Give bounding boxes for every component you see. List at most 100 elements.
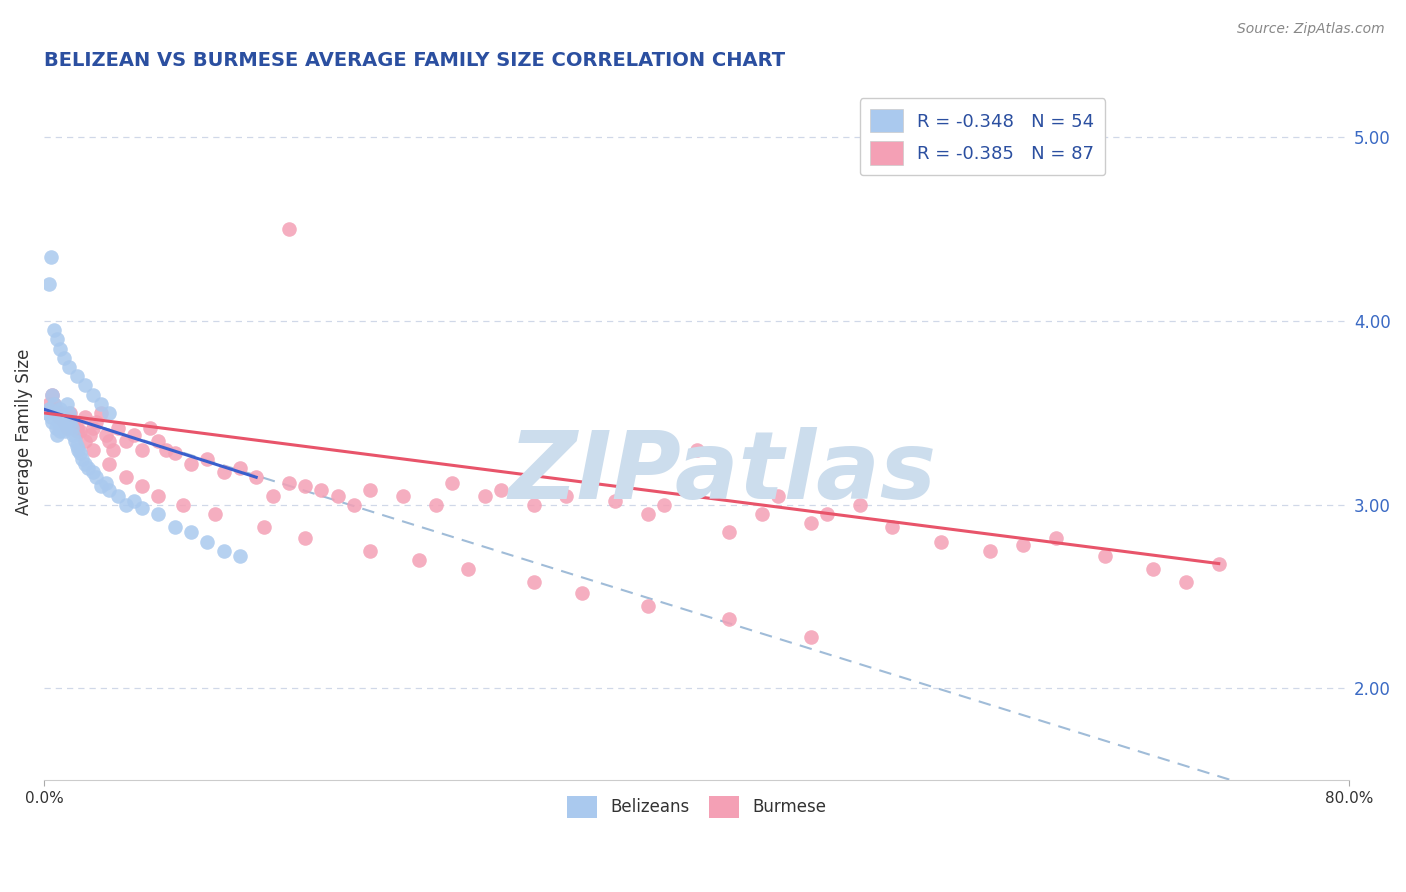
Point <box>49 425 72 439</box>
Point <box>62 428 84 442</box>
Point <box>603 494 626 508</box>
Point <box>44 406 66 420</box>
Point <box>262 489 284 503</box>
Point <box>245 470 267 484</box>
Point <box>94 428 117 442</box>
Point <box>41 415 63 429</box>
Point <box>718 525 741 540</box>
Point <box>122 428 145 442</box>
Point <box>652 498 675 512</box>
Point <box>1094 549 1116 564</box>
Point <box>1175 574 1198 589</box>
Point <box>163 446 186 460</box>
Point <box>66 420 89 434</box>
Point <box>38 402 60 417</box>
Point <box>114 434 136 448</box>
Point <box>98 406 121 420</box>
Point <box>637 507 659 521</box>
Point <box>751 507 773 521</box>
Point <box>73 458 96 472</box>
Text: Source: ZipAtlas.com: Source: ZipAtlas.com <box>1237 22 1385 37</box>
Point <box>82 465 104 479</box>
Point <box>359 483 381 497</box>
Point <box>155 442 177 457</box>
Point <box>979 543 1001 558</box>
Point <box>343 498 366 512</box>
Point <box>86 415 108 429</box>
Point <box>882 520 904 534</box>
Point <box>815 507 838 521</box>
Point <box>1142 562 1164 576</box>
Point <box>359 543 381 558</box>
Point <box>800 516 823 531</box>
Point <box>392 489 415 503</box>
Point <box>62 415 84 429</box>
Point <box>90 479 112 493</box>
Point <box>70 451 93 466</box>
Point <box>73 378 96 392</box>
Point <box>63 434 86 448</box>
Point <box>148 507 170 521</box>
Point <box>474 489 496 503</box>
Point <box>46 428 69 442</box>
Point <box>229 549 252 564</box>
Point <box>94 475 117 490</box>
Point <box>38 277 60 292</box>
Point <box>457 562 479 576</box>
Point <box>90 397 112 411</box>
Point <box>253 520 276 534</box>
Point <box>41 387 63 401</box>
Point <box>311 483 333 497</box>
Point <box>131 479 153 493</box>
Point <box>66 439 89 453</box>
Point <box>98 458 121 472</box>
Point <box>555 489 578 503</box>
Point <box>49 406 72 420</box>
Text: ZIPatlas: ZIPatlas <box>509 427 936 519</box>
Point <box>800 630 823 644</box>
Point <box>56 397 79 411</box>
Point <box>79 428 101 442</box>
Point <box>294 479 316 493</box>
Point <box>69 446 91 460</box>
Point <box>637 599 659 613</box>
Point <box>195 451 218 466</box>
Point <box>107 420 129 434</box>
Point <box>69 425 91 439</box>
Point <box>1208 557 1230 571</box>
Point <box>180 458 202 472</box>
Point <box>82 420 104 434</box>
Point <box>67 442 90 457</box>
Point <box>41 387 63 401</box>
Y-axis label: Average Family Size: Average Family Size <box>15 348 32 515</box>
Point <box>58 406 80 420</box>
Point <box>114 498 136 512</box>
Point <box>86 470 108 484</box>
Point <box>114 470 136 484</box>
Point <box>60 420 83 434</box>
Point <box>212 543 235 558</box>
Point <box>425 498 447 512</box>
Point <box>66 369 89 384</box>
Point <box>148 489 170 503</box>
Point <box>39 409 62 424</box>
Point <box>768 489 790 503</box>
Point <box>98 483 121 497</box>
Point <box>326 489 349 503</box>
Point <box>204 507 226 521</box>
Point <box>48 415 70 429</box>
Point <box>98 434 121 448</box>
Point <box>195 534 218 549</box>
Point <box>172 498 194 512</box>
Point <box>294 531 316 545</box>
Point <box>1045 531 1067 545</box>
Point <box>931 534 953 549</box>
Point <box>229 461 252 475</box>
Point <box>46 333 69 347</box>
Point <box>58 359 80 374</box>
Point <box>277 222 299 236</box>
Point <box>51 409 73 424</box>
Point <box>52 415 75 429</box>
Point <box>489 483 512 497</box>
Point <box>66 425 89 439</box>
